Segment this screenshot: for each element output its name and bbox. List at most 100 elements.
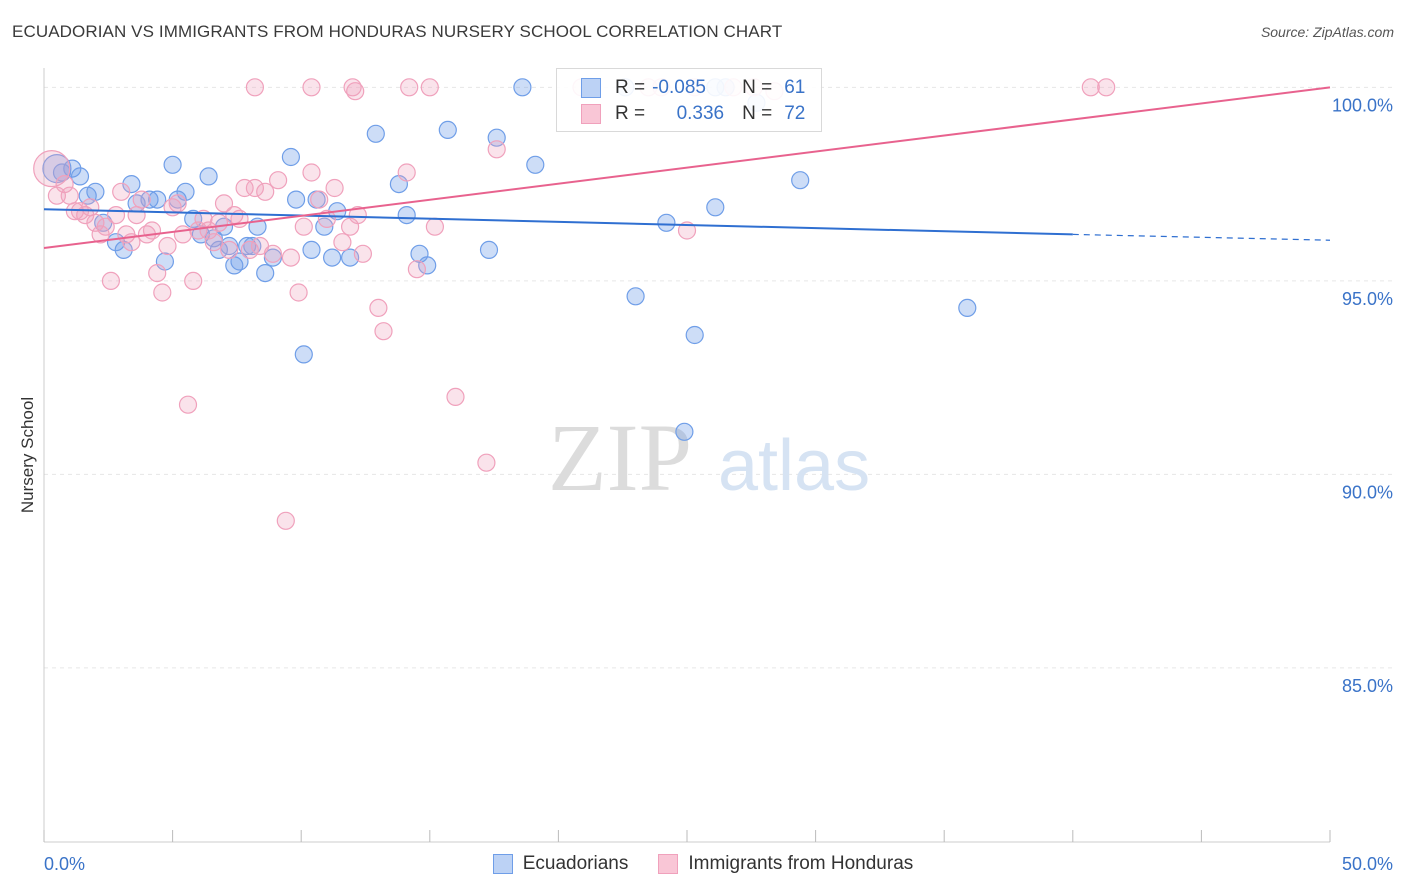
legend-r-label-2: R = xyxy=(615,103,646,124)
point-ecuadorians xyxy=(323,248,342,267)
point-honduras xyxy=(1097,78,1116,97)
legend-row-ecuadorians: R = -0.085 N = 61 xyxy=(581,76,805,100)
point-honduras xyxy=(106,206,126,225)
point-honduras xyxy=(677,221,697,240)
legend-swatch-pink xyxy=(581,104,601,124)
point-ecuadorians xyxy=(657,213,676,232)
point-honduras xyxy=(317,209,336,228)
point-honduras xyxy=(132,190,151,209)
trend-line-ecuadorians xyxy=(43,208,1073,236)
legend-item-honduras: Immigrants from Honduras xyxy=(658,853,913,875)
point-honduras xyxy=(173,225,192,244)
point-honduras xyxy=(153,283,172,302)
y-tick-label: 90.0% xyxy=(1342,482,1393,502)
point-honduras xyxy=(214,194,234,213)
point-ecuadorians xyxy=(302,240,321,259)
point-honduras xyxy=(477,453,496,472)
point-honduras xyxy=(289,283,308,302)
point-ecuadorians xyxy=(281,147,300,167)
point-honduras xyxy=(346,82,365,101)
point-honduras xyxy=(407,260,426,279)
point-honduras xyxy=(86,213,105,232)
x-tick-label: 50.0% xyxy=(1342,854,1393,874)
legend-n-value-2: 72 xyxy=(784,103,806,124)
stats-legend: R = -0.085 N = 61 R = 0.336 N = 72 xyxy=(556,68,822,132)
point-honduras xyxy=(101,271,121,290)
point-honduras xyxy=(302,78,321,97)
series-legend: Ecuadorians Immigrants from Honduras xyxy=(0,852,1406,876)
point-ecuadorians xyxy=(122,175,141,194)
point-honduras xyxy=(148,264,167,283)
legend-swatch-blue xyxy=(581,78,601,98)
point-honduras xyxy=(220,240,239,259)
y-tick-label: 100.0% xyxy=(1332,95,1393,115)
point-ecuadorians xyxy=(706,198,725,217)
point-honduras xyxy=(369,298,388,317)
legend-row-honduras: R = 0.336 N = 72 xyxy=(581,102,805,126)
point-ecuadorians xyxy=(626,287,645,306)
legend-swatch-ecuadorians xyxy=(492,854,513,874)
point-honduras xyxy=(245,78,264,97)
point-ecuadorians xyxy=(958,298,977,317)
trend-lines xyxy=(43,86,1331,249)
point-ecuadorians xyxy=(184,209,203,228)
point-honduras xyxy=(333,233,352,252)
point-ecuadorians xyxy=(513,78,532,97)
point-ecuadorians xyxy=(397,206,416,225)
watermark: ZIP atlas xyxy=(548,404,870,511)
point-ecuadorians xyxy=(114,240,133,259)
point-ecuadorians xyxy=(418,256,437,275)
source-label: Source: ZipAtlas.com xyxy=(1260,24,1394,40)
point-honduras xyxy=(60,186,79,205)
point-honduras xyxy=(276,511,295,530)
grid-lines xyxy=(44,86,1393,669)
legend-n-label-2: N = xyxy=(742,103,773,124)
point-ecuadorians xyxy=(287,190,306,209)
trend-line-ecuadorians-extension xyxy=(1072,233,1331,241)
point-honduras xyxy=(487,140,506,159)
y-tick-label: 85.0% xyxy=(1342,676,1393,696)
point-honduras xyxy=(1081,78,1100,97)
point-honduras xyxy=(302,163,321,182)
point-honduras xyxy=(374,322,393,341)
point-honduras xyxy=(263,244,282,263)
point-honduras xyxy=(127,206,146,225)
point-ecuadorians xyxy=(438,120,457,139)
legend-n-label-1: N = xyxy=(742,77,773,98)
legend-r-value-1: -0.085 xyxy=(652,77,706,98)
point-ecuadorians xyxy=(199,167,218,186)
point-honduras xyxy=(310,190,329,209)
point-honduras xyxy=(204,233,223,252)
point-ecuadorians xyxy=(140,190,159,209)
point-ecuadorians xyxy=(52,163,72,182)
point-ecuadorians xyxy=(791,171,810,190)
point-ecuadorians xyxy=(526,155,545,174)
legend-r-label-1: R = xyxy=(615,77,646,98)
point-ecuadorians xyxy=(294,345,313,364)
point-honduras xyxy=(240,240,259,259)
axes xyxy=(43,68,1331,843)
point-honduras xyxy=(168,194,187,213)
point-ecuadorians xyxy=(685,325,704,345)
point-honduras xyxy=(96,217,115,236)
point-honduras xyxy=(184,271,203,290)
point-ecuadorians xyxy=(86,182,105,201)
point-honduras xyxy=(178,395,198,414)
point-honduras xyxy=(425,217,444,236)
point-ecuadorians xyxy=(220,236,239,256)
point-honduras xyxy=(142,221,162,240)
point-ecuadorians xyxy=(479,240,499,259)
y-tick-label: 95.0% xyxy=(1342,289,1393,309)
point-honduras xyxy=(353,244,372,263)
watermark-atlas: atlas xyxy=(718,426,870,506)
chart-title: ECUADORIAN VS IMMIGRANTS FROM HONDURAS N… xyxy=(12,22,783,41)
point-honduras xyxy=(209,213,228,232)
point-ecuadorians xyxy=(256,264,275,283)
point-ecuadorians xyxy=(163,155,182,174)
point-honduras xyxy=(33,150,71,188)
point-ecuadorians xyxy=(366,124,385,143)
point-honduras xyxy=(158,236,177,256)
point-ecuadorians xyxy=(63,159,82,178)
legend-r-value-2: 0.336 xyxy=(676,103,725,124)
